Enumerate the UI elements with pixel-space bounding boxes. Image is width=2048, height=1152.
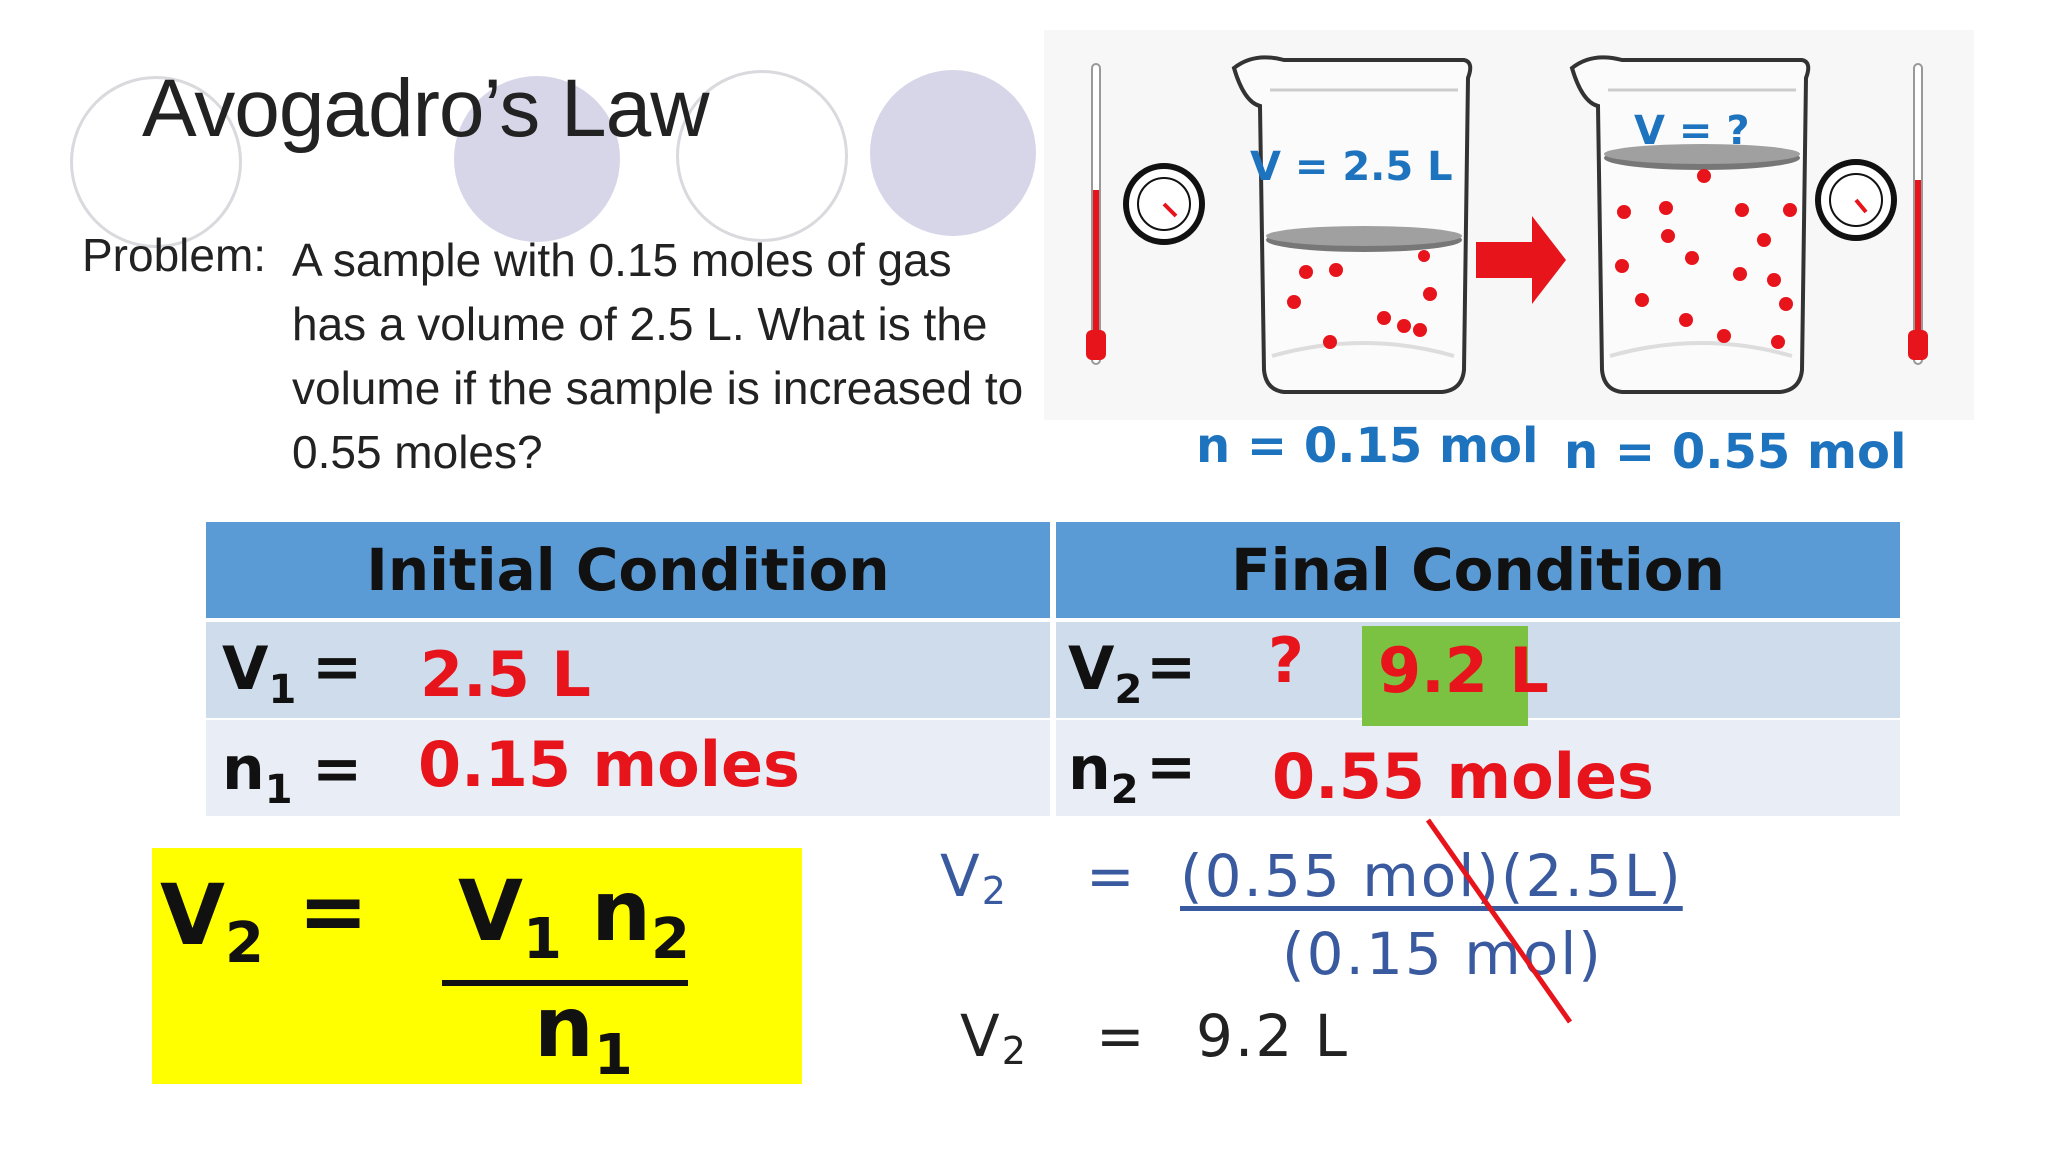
calc-v2-label: V2 bbox=[940, 842, 1008, 913]
formula-numerator: V1 n2 bbox=[458, 862, 691, 972]
formula-equals: = bbox=[298, 862, 369, 960]
v1-label: V1 bbox=[222, 634, 297, 713]
n1-value: 0.15 moles bbox=[418, 728, 800, 801]
table-row bbox=[1056, 720, 1900, 816]
n2-equals: = bbox=[1146, 732, 1197, 802]
beakers-drawing bbox=[1086, 55, 1928, 394]
formula-lhs: V2 bbox=[160, 866, 264, 976]
thermometer-icon bbox=[1908, 63, 1928, 365]
decor-circle-1 bbox=[70, 76, 242, 248]
decor-circle-4 bbox=[870, 70, 1036, 236]
problem-line: has a volume of 2.5 L. What is the bbox=[292, 298, 988, 350]
problem-line: 0.55 moles? bbox=[292, 426, 543, 478]
calc-result: 9.2 L bbox=[1196, 1002, 1349, 1070]
formula-box: V2 = V1 n2 n1 bbox=[152, 848, 802, 1088]
table-row bbox=[206, 622, 1050, 718]
problem-text: A sample with 0.15 moles of gas has a vo… bbox=[292, 228, 1052, 484]
calc-equals-2: = bbox=[1096, 1002, 1147, 1070]
calc-denominator: (0.15 mol) bbox=[1282, 920, 1603, 988]
n1-equals: = bbox=[312, 734, 363, 804]
answer-highlight bbox=[1362, 626, 1528, 726]
decor-circle-2 bbox=[454, 76, 620, 242]
v1-equals: = bbox=[312, 632, 363, 702]
beaker-right-icon bbox=[1569, 55, 1811, 394]
v2-equals: = bbox=[1146, 632, 1197, 702]
problem-line: A sample with 0.15 moles of gas bbox=[292, 234, 952, 286]
pressure-gauge-icon bbox=[1815, 159, 1897, 241]
left-moles: n = 0.15 mol bbox=[1196, 418, 1539, 474]
n1-label: n1 bbox=[222, 734, 293, 813]
fraction-bar bbox=[442, 980, 688, 986]
decor-circle-3 bbox=[676, 70, 848, 242]
page-title: Avogadro’s Law bbox=[142, 63, 709, 154]
header-initial-condition: Initial Condition bbox=[206, 522, 1050, 618]
cancel-line bbox=[1425, 818, 1573, 1024]
calc-equals-1: = bbox=[1086, 842, 1137, 910]
right-beaker-volume: V = ? bbox=[1634, 108, 1750, 154]
n2-value: 0.55 moles bbox=[1272, 740, 1654, 813]
arrow-right-icon bbox=[1476, 216, 1566, 304]
v2-label: V2 bbox=[1068, 634, 1143, 713]
formula-denominator: n1 bbox=[534, 978, 633, 1088]
beaker-illustration: V = 2.5 L V = ? bbox=[1044, 30, 1974, 420]
n2-label: n2 bbox=[1068, 734, 1139, 813]
problem-line: volume if the sample is increased to bbox=[292, 362, 1024, 414]
table-row bbox=[206, 720, 1050, 816]
left-beaker-volume: V = 2.5 L bbox=[1250, 144, 1453, 190]
calc-v2-result-label: V2 bbox=[960, 1002, 1028, 1073]
calc-numerator: (0.55 mol)(2.5L) bbox=[1180, 842, 1683, 910]
beaker-left-icon bbox=[1231, 55, 1473, 394]
problem-label: Problem: bbox=[82, 229, 267, 281]
v1-value: 2.5 L bbox=[420, 638, 591, 711]
header-final-condition: Final Condition bbox=[1056, 522, 1900, 618]
v2-unknown: ? bbox=[1268, 624, 1304, 697]
thermometer-icon bbox=[1086, 63, 1106, 365]
v2-answer: 9.2 L bbox=[1378, 634, 1549, 707]
right-moles: n = 0.55 mol bbox=[1564, 424, 1907, 480]
pressure-gauge-icon bbox=[1123, 163, 1205, 245]
